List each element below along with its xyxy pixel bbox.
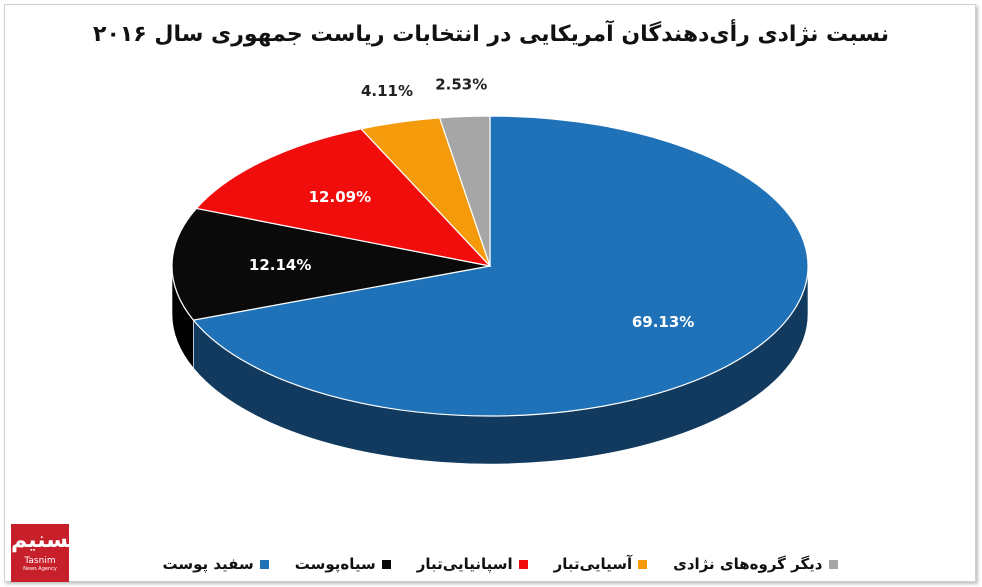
- pie-label-0: 69.13%: [632, 313, 694, 331]
- chart-legend: سفید پوست سیاه‌پوست اسپانیایی‌تبار آسیایی‌ت…: [150, 555, 850, 573]
- pie-slice-4: [438, 115, 491, 267]
- logo-sub: News Agency: [23, 566, 57, 572]
- tasnim-logo: تسنیم Tasnim News Agency: [11, 524, 77, 582]
- legend-item-4: دیگر گروه‌های نژادی: [673, 555, 838, 573]
- pie-label-1: 12.14%: [249, 256, 311, 274]
- legend-swatch-4: [828, 559, 838, 569]
- pie-label-2: 12.09%: [309, 188, 371, 206]
- legend-item-3: آسیایی‌تبار: [553, 555, 648, 573]
- legend-label-0: سفید پوست: [162, 555, 254, 573]
- legend-swatch-2: [518, 559, 528, 569]
- logo-latin: Tasnim: [24, 556, 56, 566]
- legend-label-3: آسیایی‌تبار: [553, 555, 633, 573]
- legend-item-0: سفید پوست: [162, 555, 269, 573]
- legend-item-2: اسپانیایی‌تبار: [417, 555, 528, 573]
- legend-label-1: سیاه‌پوست: [294, 555, 376, 573]
- legend-label-2: اسپانیایی‌تبار: [416, 555, 513, 573]
- pie-slice-0: [192, 115, 809, 417]
- pie-slice-1: [171, 207, 491, 321]
- pie-slice-2: [195, 128, 492, 267]
- legend-swatch-0: [259, 559, 269, 569]
- legend-swatch-3: [638, 559, 648, 569]
- pie-label-4: 2.53%: [435, 76, 487, 94]
- chart-title: نسبت نژادی رأی‌دهندگان آمریکایی در انتخا…: [93, 22, 889, 47]
- legend-swatch-1: [381, 559, 391, 569]
- legend-label-4: دیگر گروه‌های نژادی: [673, 555, 823, 573]
- pie-label-3: 4.11%: [361, 82, 413, 100]
- legend-item-1: سیاه‌پوست: [295, 555, 391, 573]
- logo-mark: تسنیم: [11, 528, 77, 553]
